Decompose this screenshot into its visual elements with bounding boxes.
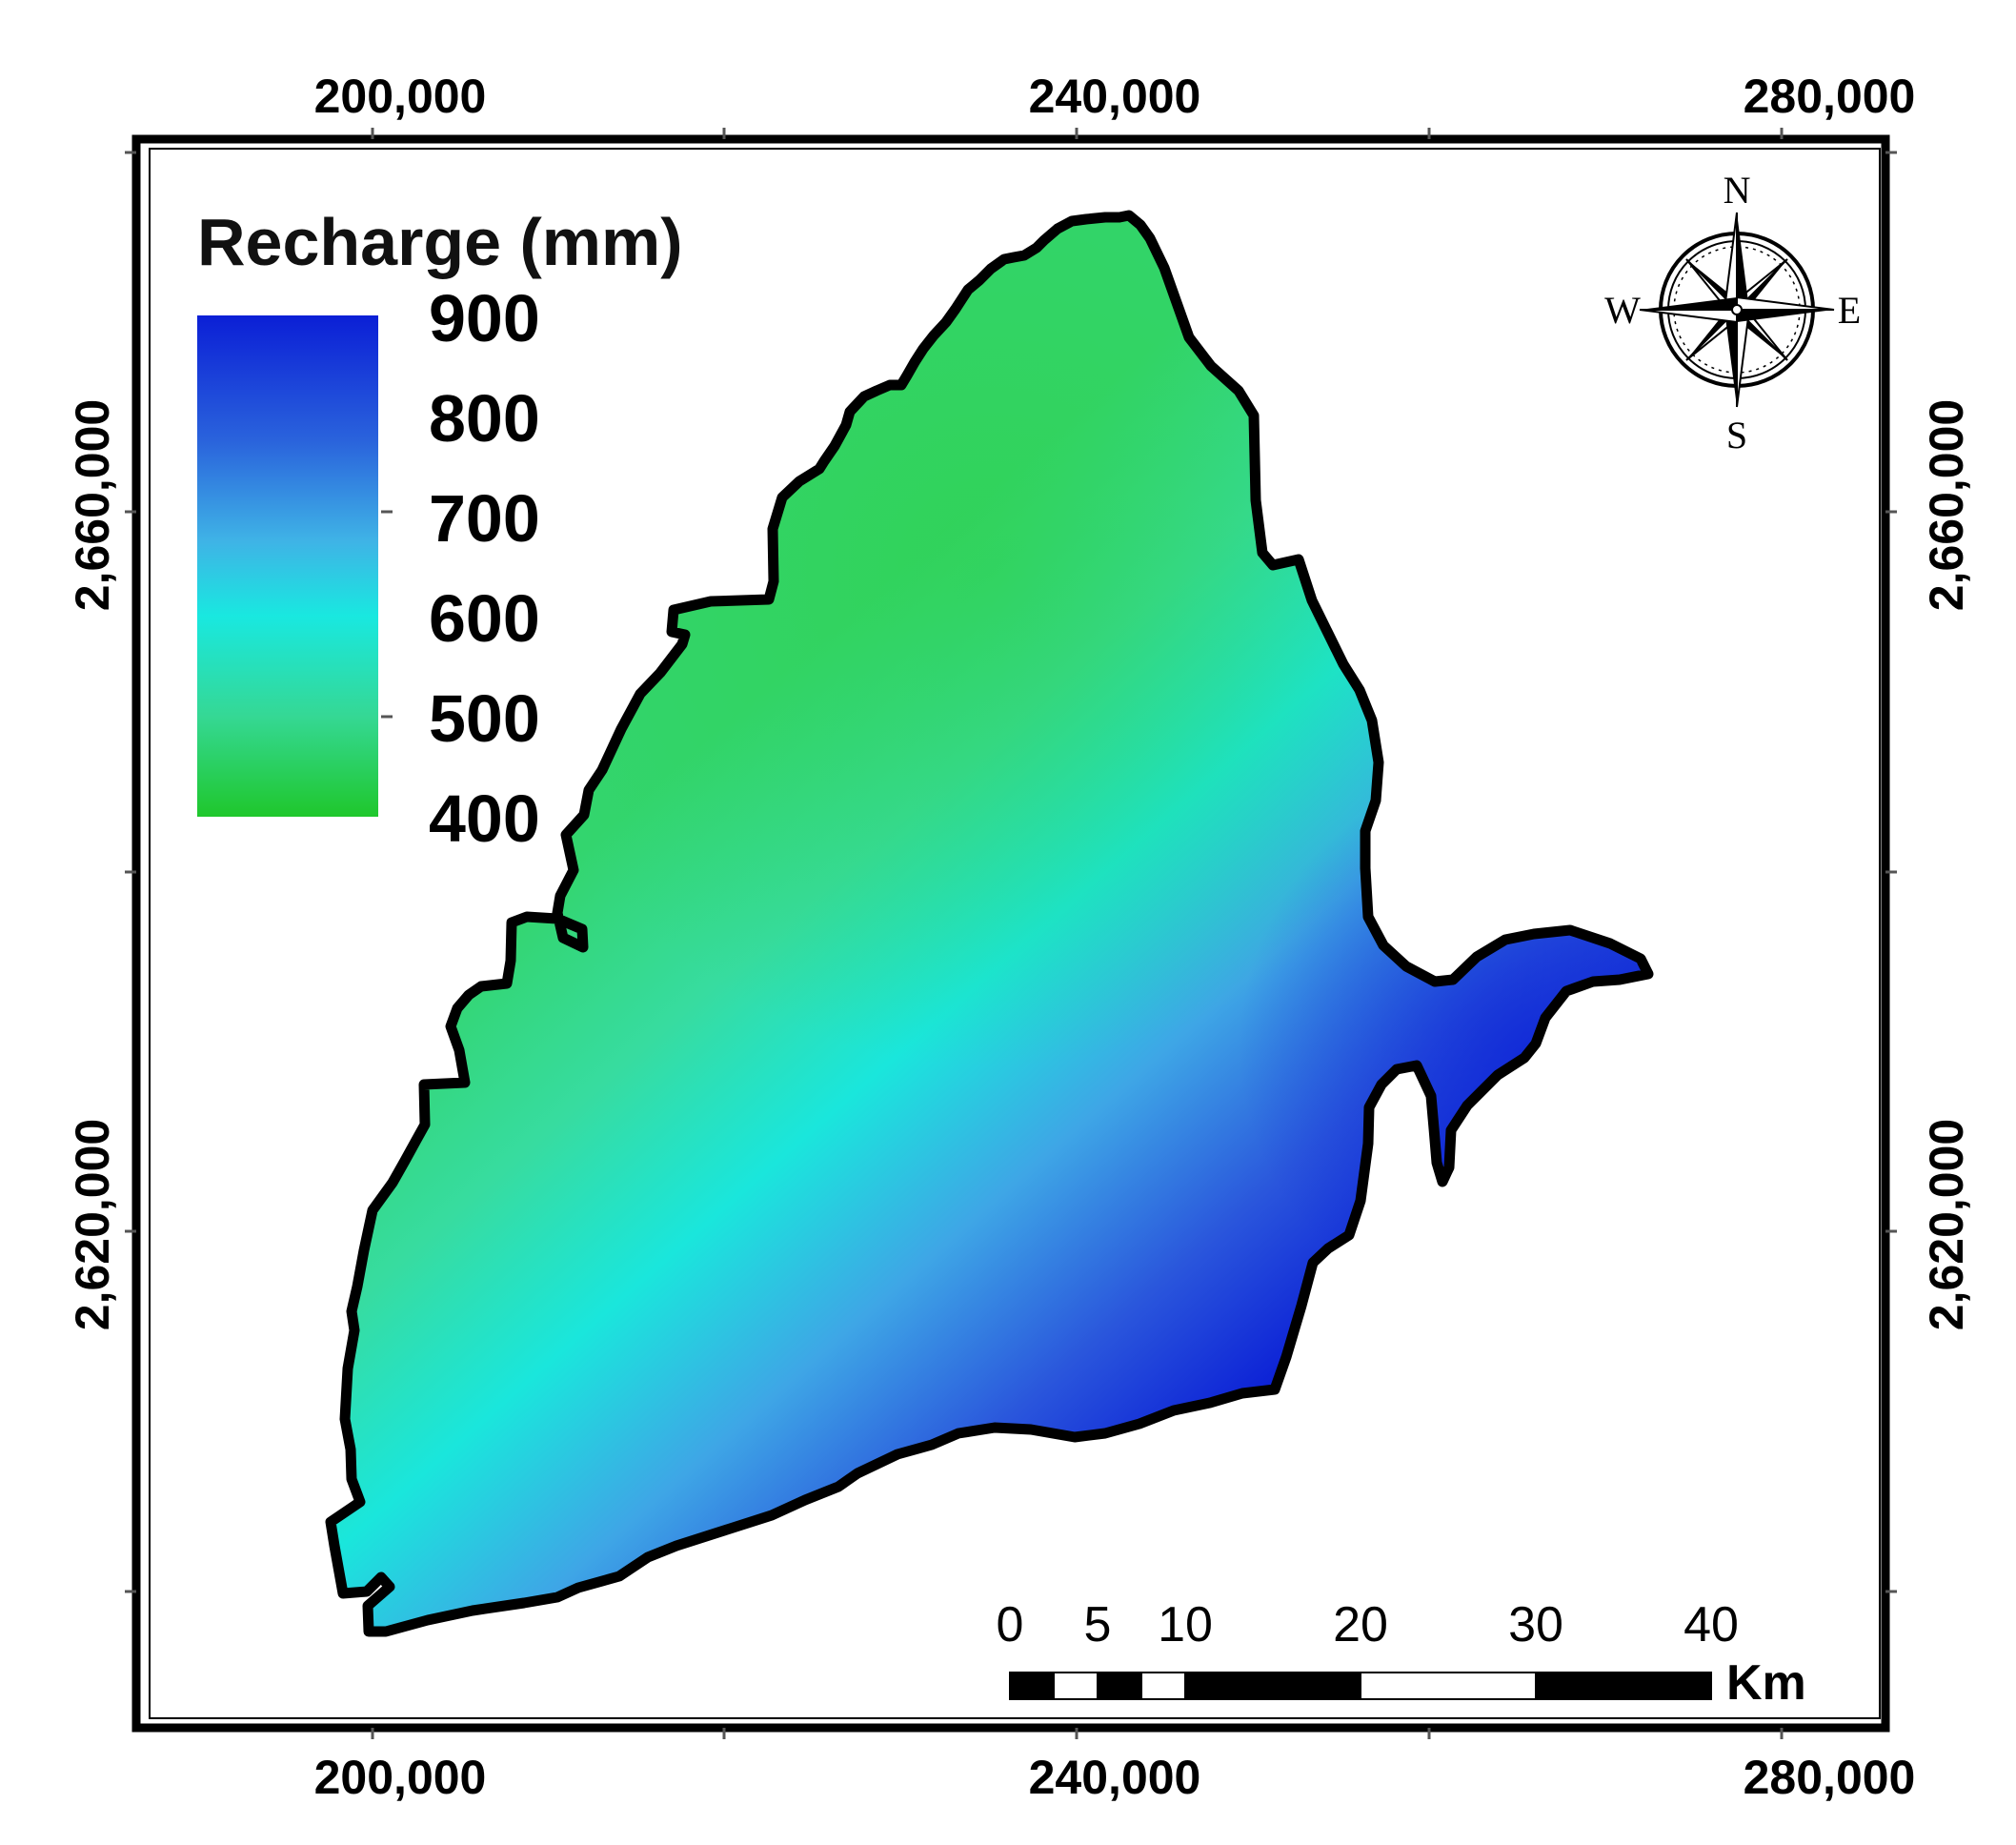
scale-label-30: 30 xyxy=(1508,1597,1563,1652)
scale-label-40: 40 xyxy=(1683,1597,1739,1652)
legend-value-800: 800 xyxy=(429,381,540,456)
scale-bar: 0 5 10 20 30 40 Km xyxy=(997,1597,1806,1711)
x-tick-bottom-2: 240,000 xyxy=(1029,1751,1201,1804)
scale-seg-7 xyxy=(1535,1672,1712,1700)
compass-east-label: E xyxy=(1838,289,1861,332)
legend-title: Recharge (mm) xyxy=(197,205,683,279)
legend-color-ramp xyxy=(197,315,378,817)
legend-value-700: 700 xyxy=(429,481,540,556)
legend-value-500: 500 xyxy=(429,681,540,756)
scale-seg-1 xyxy=(1009,1672,1055,1700)
scale-seg-5 xyxy=(1184,1672,1361,1700)
y-tick-right-1: 2,660,000 xyxy=(1920,399,1973,611)
scale-label-5: 5 xyxy=(1084,1597,1112,1652)
y-tick-left-1: 2,660,000 xyxy=(66,399,119,611)
legend-value-600: 600 xyxy=(429,581,540,656)
scale-seg-2 xyxy=(1053,1672,1099,1700)
scale-seg-4 xyxy=(1140,1672,1186,1700)
scale-label-0: 0 xyxy=(997,1597,1024,1652)
y-tick-right-2: 2,620,000 xyxy=(1920,1119,1973,1330)
x-tick-top-2: 240,000 xyxy=(1029,70,1201,123)
map-frame-inner xyxy=(149,148,1881,1719)
compass-north-label: N xyxy=(1724,169,1751,212)
scale-seg-6 xyxy=(1360,1672,1537,1700)
compass-west-label: W xyxy=(1604,289,1641,332)
x-tick-bottom-1: 200,000 xyxy=(314,1751,487,1804)
legend: Recharge (mm) 900 800 700 600 500 400 xyxy=(197,205,683,856)
legend-value-400: 400 xyxy=(429,781,540,856)
x-tick-bottom-3: 280,000 xyxy=(1744,1751,1916,1804)
y-tick-left-2: 2,620,000 xyxy=(66,1119,119,1330)
x-tick-top-1: 200,000 xyxy=(314,70,487,123)
frame-ticks xyxy=(125,128,1897,1739)
scale-seg-3 xyxy=(1097,1672,1142,1700)
scale-unit-label: Km xyxy=(1726,1655,1806,1711)
compass-rose-icon: N S E W xyxy=(1604,169,1861,456)
compass-south-label: S xyxy=(1726,414,1747,456)
legend-value-900: 900 xyxy=(429,281,540,355)
x-tick-top-3: 280,000 xyxy=(1744,70,1916,123)
scale-label-20: 20 xyxy=(1333,1597,1388,1652)
scale-label-10: 10 xyxy=(1158,1597,1213,1652)
